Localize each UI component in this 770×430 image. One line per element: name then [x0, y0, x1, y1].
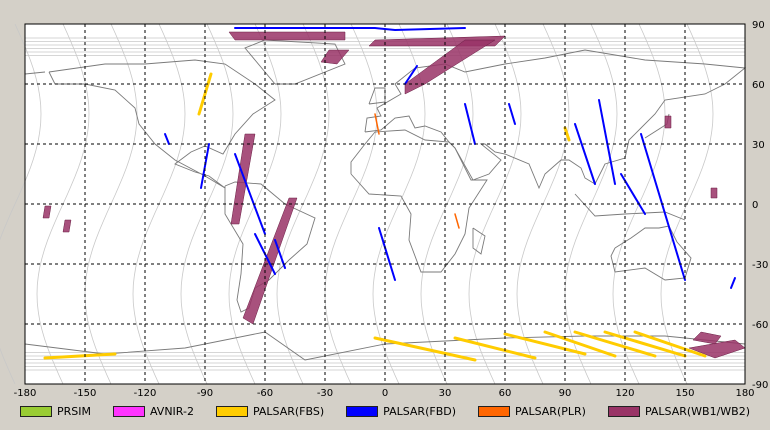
longitude-label: 60: [499, 388, 512, 399]
longitude-tick-labels: -180 -150 -120 -90 -60 -30 0 30 60 90 120 150 180: [14, 388, 755, 399]
coastline: [610, 225, 692, 281]
swath-fbs: [633, 330, 707, 358]
longitude-label: -150: [74, 388, 97, 399]
swath-plr: [374, 113, 380, 135]
swath-fbs: [503, 332, 587, 356]
swath-wb: [42, 205, 52, 219]
latitude-label: -90: [752, 380, 768, 391]
legend-label: PALSAR(FBS): [252, 404, 325, 418]
legend-item: PALSAR(FBS): [215, 404, 325, 418]
legend-swatch: [607, 405, 640, 417]
longitude-label: -60: [257, 388, 273, 399]
legend-swatch: [346, 405, 379, 417]
longitude-label: -120: [134, 388, 157, 399]
swath-fbd: [200, 143, 210, 189]
legend-swatch: [112, 405, 145, 417]
legend-label: PRSIM: [56, 404, 91, 418]
coastline: [24, 71, 46, 75]
legend-swatch: [19, 405, 52, 417]
longitude-label: 0: [382, 388, 388, 399]
longitude-label: -30: [317, 388, 333, 399]
swath-fbs: [453, 336, 537, 360]
legend-label: PALSAR(PLR): [515, 404, 586, 418]
swath-fbd: [234, 27, 466, 32]
swath-wb: [710, 187, 718, 199]
swath-fbd: [464, 103, 476, 145]
coastline: [368, 87, 386, 105]
legend-item: PALSAR(PLR): [478, 405, 586, 418]
swath-fbd: [234, 153, 266, 235]
coastline: [350, 129, 488, 273]
latitude-label: -30: [752, 260, 768, 271]
legend-label: PALSAR(WB1/WB2): [644, 404, 751, 418]
legend-swatch: [478, 405, 511, 417]
swath-fbd: [164, 133, 170, 145]
observation-swaths: [42, 27, 746, 362]
legend-item: PALSAR(FBD): [346, 405, 456, 418]
legend-item: PRSIM: [19, 404, 91, 418]
longitude-label: 150: [675, 388, 694, 399]
legend-item: PALSAR(WB1/WB2): [607, 404, 751, 418]
swath-fbs: [43, 352, 117, 360]
latitude-label: -60: [752, 320, 768, 331]
longitude-label: 30: [439, 388, 452, 399]
swath-wb: [230, 133, 256, 225]
latitude-label: 90: [752, 20, 765, 31]
swath-fbd: [274, 239, 286, 269]
swath-fbd: [598, 99, 616, 185]
legend-label: AVNIR-2: [149, 404, 194, 418]
longitude-label: 180: [735, 388, 754, 399]
latitude-label: 60: [752, 80, 765, 91]
coastline: [574, 193, 686, 221]
swath-fbs: [563, 126, 571, 142]
swath-wb: [404, 39, 496, 95]
legend: PRSIM AVNIR-2 PALSAR(FBS) PALSAR(FBD) PALSAR…: [0, 398, 770, 424]
swath-fbd: [378, 227, 396, 281]
swath-fbd: [574, 123, 596, 185]
swath-wb: [228, 31, 346, 41]
legend-label: PALSAR(FBD): [383, 404, 457, 418]
latitude-label: 30: [752, 140, 765, 151]
swath-wb: [320, 49, 350, 65]
coastline: [472, 227, 486, 255]
longitude-label: -90: [197, 388, 213, 399]
map-border: [24, 23, 746, 385]
longitude-label: -180: [14, 388, 37, 399]
swath-fbs: [573, 330, 657, 358]
swath-fbs: [603, 330, 687, 358]
swath-fbs: [197, 72, 213, 116]
swath-wb: [664, 115, 672, 129]
latitude-tick-labels: 90 60 30 0 -30 -60 -90: [752, 20, 768, 391]
swath-fbs: [373, 336, 477, 362]
legend-item: AVNIR-2: [112, 404, 194, 418]
latitude-label: 0: [752, 200, 758, 211]
swath-wb: [62, 219, 72, 233]
swath-fbd: [730, 277, 736, 289]
swath-fbd: [508, 103, 516, 125]
longitude-label: 120: [615, 388, 634, 399]
swath-fbs: [543, 330, 617, 358]
swath-fbd: [640, 133, 686, 281]
swath-plr: [454, 213, 460, 229]
swath-fbd: [404, 65, 418, 85]
legend-swatch: [215, 405, 248, 417]
coastline: [48, 59, 276, 189]
longitude-label: 90: [559, 388, 572, 399]
